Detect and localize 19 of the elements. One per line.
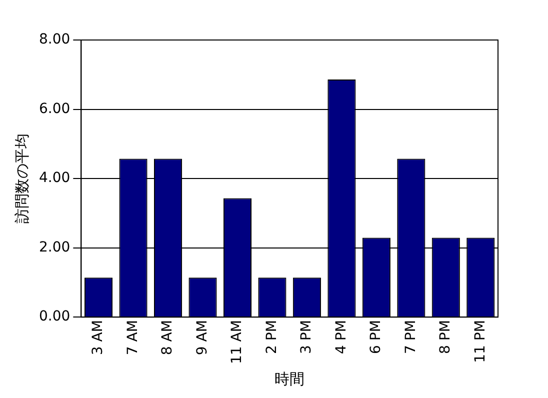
x-tick-label: 2 PM: [264, 320, 280, 354]
y-tick-label: 0.00: [39, 308, 70, 325]
y-tick-label: 4.00: [39, 170, 70, 186]
x-tick-label: 9 AM: [194, 320, 210, 356]
x-tick-label: 11 AM: [229, 320, 246, 364]
y-axis-title: 訪問数の平均: [12, 134, 31, 224]
y-tick-label: 2.00: [39, 239, 70, 256]
y-tick-label: 8.00: [39, 32, 70, 48]
x-tick-label: 8 AM: [160, 320, 176, 356]
x-axis-title: 時間: [274, 370, 305, 388]
x-tick-label: 6 PM: [368, 320, 384, 354]
y-tick-label: 6.00: [39, 100, 70, 117]
x-tick-label: 3 PM: [298, 320, 315, 354]
x-tick-label: 7 AM: [124, 320, 141, 356]
x-tick-label: 8 PM: [438, 320, 454, 354]
x-tick-label: 3 AM: [90, 320, 106, 356]
x-tick-label: 7 PM: [402, 320, 419, 354]
x-tick-label: 4 PM: [333, 320, 350, 354]
x-tick-label: 11 PM: [472, 320, 488, 363]
